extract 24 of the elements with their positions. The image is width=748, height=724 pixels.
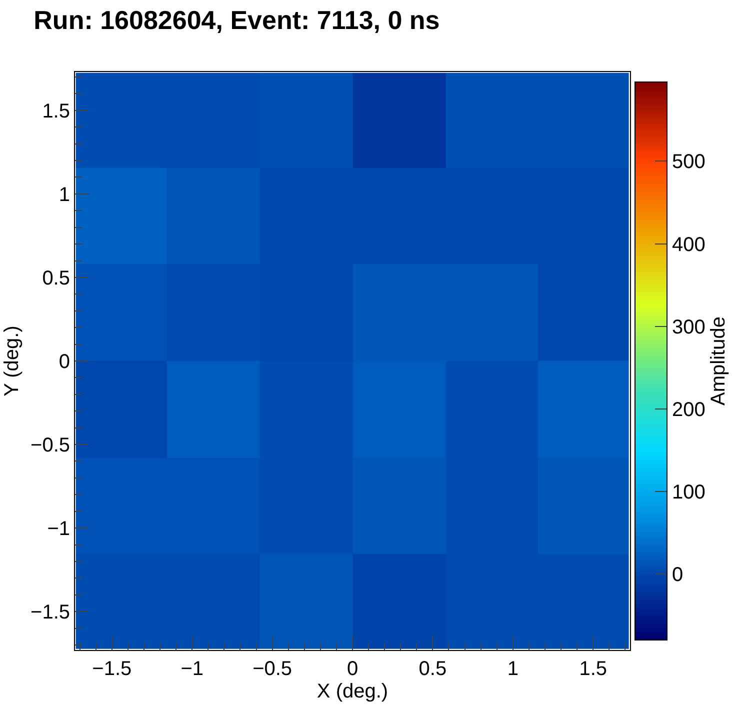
color-bar-label: 100 <box>672 481 706 504</box>
x-tick-label: 1 <box>507 658 518 680</box>
y-tick-label: 1.5 <box>42 100 70 122</box>
x-tick-label: 1.5 <box>579 658 608 680</box>
color-bar-label: 300 <box>672 316 706 338</box>
y-tick-label: −1 <box>47 518 70 540</box>
y-tick-label: 1 <box>58 184 70 206</box>
x-tick-label: 0 <box>346 658 358 680</box>
x-tick-label: 0.5 <box>418 658 447 680</box>
color-bar-label: 500 <box>672 151 706 174</box>
x-tick-label: −1.5 <box>92 658 132 680</box>
y-tick-label: −1.5 <box>30 602 70 624</box>
x-tick-label: −1 <box>180 658 204 680</box>
y-tick-label: 0 <box>58 351 70 373</box>
x-tick-label: −0.5 <box>252 658 292 680</box>
x-axis-title: X (deg.) <box>316 680 388 702</box>
color-bar-label: 400 <box>672 234 706 256</box>
color-bar-label: 200 <box>672 398 706 421</box>
color-bar-title: Amplitude <box>707 316 730 406</box>
color-bar-label: 0 <box>672 564 684 586</box>
y-axis-title: Y (deg.) <box>1 326 24 396</box>
y-tick-label: 0.5 <box>42 267 70 290</box>
chart-title: Run: 16082604, Event: 7113, 0 ns <box>34 5 440 36</box>
y-tick-label: −0.5 <box>30 434 70 457</box>
